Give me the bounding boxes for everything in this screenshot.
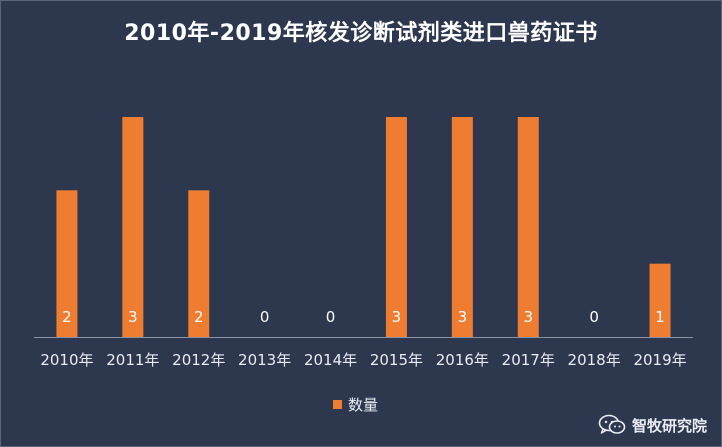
x-tick-label: 2017年 (502, 351, 555, 369)
x-tick-label: 2013年 (238, 351, 291, 369)
bar (188, 190, 210, 337)
wechat-icon (598, 414, 626, 434)
bar (649, 263, 671, 337)
x-tick-label: 2015年 (370, 351, 423, 369)
legend-swatch (333, 400, 342, 409)
data-label: 3 (128, 308, 138, 326)
data-label: 1 (655, 308, 665, 326)
data-label: 3 (523, 308, 533, 326)
data-label: 2 (62, 308, 72, 326)
bar (56, 190, 78, 337)
legend: 数量 (333, 394, 378, 415)
watermark: 智牧研究院 (598, 414, 707, 436)
chart-title: 2010年-2019年核发诊断试剂类进口兽药证书 (124, 21, 598, 46)
data-label: 3 (458, 308, 468, 326)
x-tick-label: 2016年 (436, 351, 489, 369)
x-tick-label: 2014年 (304, 351, 357, 369)
data-label: 0 (260, 308, 270, 326)
bar (451, 117, 473, 337)
x-tick-label: 2018年 (568, 351, 621, 369)
x-tick-label: 2010年 (40, 351, 93, 369)
x-tick-label: 2019年 (633, 351, 686, 369)
watermark-text: 智牧研究院 (631, 416, 707, 435)
bar (517, 117, 539, 337)
data-label: 0 (326, 308, 336, 326)
legend-label: 数量 (348, 396, 379, 414)
data-label: 2 (194, 308, 204, 326)
x-tick-label: 2011年 (106, 351, 159, 369)
bar (385, 117, 407, 337)
bar (122, 117, 144, 337)
data-label: 3 (392, 308, 402, 326)
data-label: 0 (589, 308, 599, 326)
x-tick-label: 2012年 (172, 351, 225, 369)
